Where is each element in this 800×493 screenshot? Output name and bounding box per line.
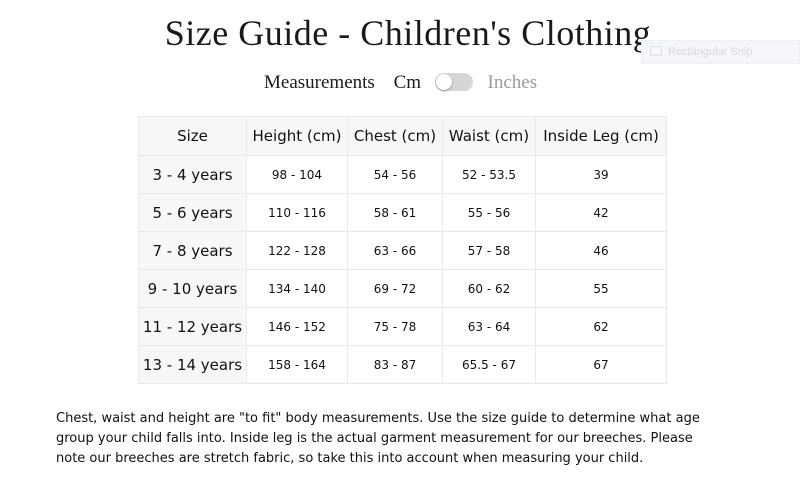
table-row: 3 - 4 years 98 - 104 54 - 56 52 - 53.5 3… bbox=[138, 155, 667, 194]
inside-leg-cell: 67 bbox=[535, 345, 667, 384]
chest-cell: 69 - 72 bbox=[347, 269, 443, 308]
inside-leg-cell: 62 bbox=[535, 307, 667, 346]
header-chest: Chest (cm) bbox=[347, 116, 443, 156]
note-line: note our breeches are stretch fabric, so… bbox=[56, 451, 644, 466]
table-row: 5 - 6 years 110 - 116 58 - 61 55 - 56 42 bbox=[138, 193, 667, 232]
page-title: Size Guide - Children's Clothing bbox=[164, 13, 652, 53]
size-table: Size Height (cm) Chest (cm) Waist (cm) I… bbox=[138, 116, 667, 384]
header-size: Size bbox=[138, 116, 247, 156]
toggle-knob bbox=[435, 74, 452, 90]
size-guide-note: Chest, waist and height are "to fit" bod… bbox=[56, 409, 776, 469]
table-row: 9 - 10 years 134 - 140 69 - 72 60 - 62 5… bbox=[138, 269, 667, 308]
height-cell: 110 - 116 bbox=[246, 193, 348, 232]
waist-cell: 65.5 - 67 bbox=[442, 345, 536, 384]
waist-cell: 63 - 64 bbox=[442, 307, 536, 346]
height-cell: 122 - 128 bbox=[246, 231, 348, 270]
table-row: 13 - 14 years 158 - 164 83 - 87 65.5 - 6… bbox=[138, 345, 667, 384]
size-cell: 13 - 14 years bbox=[138, 345, 247, 384]
snip-tooltip-label: Rectangular Snip bbox=[668, 46, 753, 58]
header-waist: Waist (cm) bbox=[442, 116, 536, 156]
waist-cell: 60 - 62 bbox=[442, 269, 536, 308]
table-header-row: Size Height (cm) Chest (cm) Waist (cm) I… bbox=[138, 116, 667, 156]
inside-leg-cell: 46 bbox=[535, 231, 667, 270]
waist-cell: 52 - 53.5 bbox=[442, 155, 536, 194]
units-selector: Measurements Cm Inches bbox=[264, 70, 537, 96]
chest-cell: 54 - 56 bbox=[347, 155, 443, 194]
note-line: Chest, waist and height are "to fit" bod… bbox=[56, 411, 700, 426]
waist-cell: 55 - 56 bbox=[442, 193, 536, 232]
height-cell: 146 - 152 bbox=[246, 307, 348, 346]
rectangle-snip-icon bbox=[650, 46, 662, 56]
height-cell: 158 - 164 bbox=[246, 345, 348, 384]
inside-leg-cell: 42 bbox=[535, 193, 667, 232]
inside-leg-cell: 39 bbox=[535, 155, 667, 194]
header-inside-leg: Inside Leg (cm) bbox=[535, 116, 667, 156]
chest-cell: 75 - 78 bbox=[347, 307, 443, 346]
size-cell: 9 - 10 years bbox=[138, 269, 247, 308]
chest-cell: 83 - 87 bbox=[347, 345, 443, 384]
table-row: 7 - 8 years 122 - 128 63 - 66 57 - 58 46 bbox=[138, 231, 667, 270]
note-line: group your child falls into. Inside leg … bbox=[56, 431, 693, 446]
size-cell: 11 - 12 years bbox=[138, 307, 247, 346]
chest-cell: 58 - 61 bbox=[347, 193, 443, 232]
snip-tooltip: Rectangular Snip bbox=[641, 40, 800, 64]
size-cell: 5 - 6 years bbox=[138, 193, 247, 232]
unit-toggle[interactable] bbox=[434, 73, 473, 91]
unit-inches-label[interactable]: Inches bbox=[487, 72, 538, 93]
size-cell: 3 - 4 years bbox=[138, 155, 247, 194]
inside-leg-cell: 55 bbox=[535, 269, 667, 308]
size-cell: 7 - 8 years bbox=[138, 231, 247, 270]
header-height: Height (cm) bbox=[246, 116, 348, 156]
height-cell: 98 - 104 bbox=[246, 155, 348, 194]
waist-cell: 57 - 58 bbox=[442, 231, 536, 270]
measurements-label: Measurements bbox=[264, 72, 375, 93]
unit-cm-label[interactable]: Cm bbox=[393, 72, 422, 93]
height-cell: 134 - 140 bbox=[246, 269, 348, 308]
chest-cell: 63 - 66 bbox=[347, 231, 443, 270]
table-row: 11 - 12 years 146 - 152 75 - 78 63 - 64 … bbox=[138, 307, 667, 346]
